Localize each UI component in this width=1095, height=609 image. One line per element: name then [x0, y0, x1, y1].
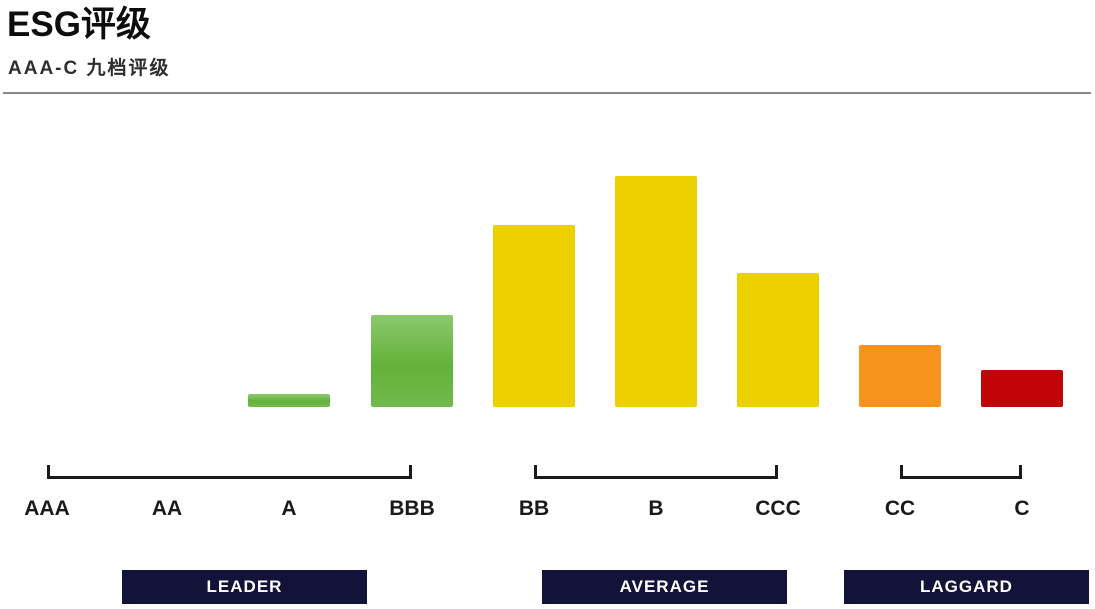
bracket-average: [534, 465, 778, 479]
group-box-average: AVERAGE: [542, 570, 787, 604]
category-label-c: C: [1014, 497, 1030, 520]
page-title: ESG评级: [7, 5, 151, 44]
bar-c: [981, 370, 1063, 407]
bracket-leader: [47, 465, 412, 479]
bar-bb: [493, 225, 575, 407]
category-label-b: B: [648, 497, 664, 520]
category-label-ccc: CCC: [755, 497, 801, 520]
category-label-a: A: [281, 497, 297, 520]
bar-b: [615, 176, 697, 407]
category-label-aa: AA: [151, 497, 183, 520]
group-box-laggard: LAGGARD: [844, 570, 1089, 604]
page-subtitle: AAA-C 九档评级: [8, 58, 171, 79]
bracket-laggard: [900, 465, 1022, 479]
bar-a: [248, 394, 330, 407]
category-label-bb: BB: [518, 497, 550, 520]
category-label-cc: CC: [884, 497, 916, 520]
bar-ccc: [737, 273, 819, 407]
category-label-bbb: BBB: [389, 497, 435, 520]
group-box-leader: LEADER: [122, 570, 367, 604]
header-divider: [3, 92, 1091, 94]
bar-cc: [859, 345, 941, 407]
category-label-aaa: AAA: [24, 497, 70, 520]
bar-bbb: [371, 315, 453, 407]
